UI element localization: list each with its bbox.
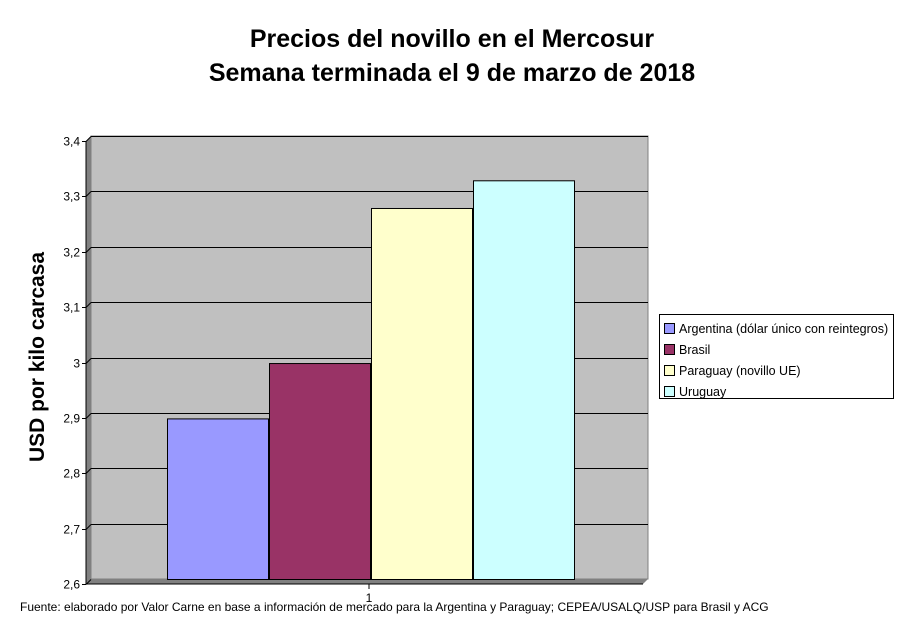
legend-label: Argentina (dólar único con reintegros): [679, 321, 889, 336]
chart-title-line2: Semana terminada el 9 de marzo de 2018: [208, 59, 696, 87]
legend-item: Brasil: [660, 339, 893, 360]
y-tick-label: 3: [73, 357, 80, 371]
bar-uruguay: [473, 180, 575, 581]
y-tick-label: 3,2: [63, 246, 80, 260]
y-tick-label: 3,4: [63, 135, 80, 149]
plot-floor: [86, 579, 648, 584]
bar-paraguay: [371, 207, 473, 581]
source-note: Fuente: elaborado por Valor Carne en bas…: [20, 600, 769, 614]
legend: Argentina (dólar único con reintegros) Br…: [659, 314, 894, 399]
y-tick-label: 2,8: [63, 467, 80, 481]
gridline-depth: [85, 247, 92, 253]
gridline-depth: [85, 358, 92, 364]
y-tick-label: 2,7: [63, 523, 80, 537]
gridline-depth: [85, 302, 92, 308]
gridline-depth: [85, 413, 92, 419]
legend-swatch: [664, 386, 675, 397]
chart-title: Precios del novillo en el Mercosur Seman…: [0, 22, 904, 90]
y-tick-label: 3,3: [63, 190, 80, 204]
gridline-depth: [85, 468, 92, 474]
legend-label: Brasil: [679, 342, 711, 357]
plot-side-wall: [86, 136, 91, 584]
legend-item: Paraguay (novillo UE): [660, 360, 893, 381]
x-tick-label: 1: [366, 591, 373, 605]
gridline-depth: [85, 191, 92, 197]
legend-swatch: [664, 365, 675, 376]
legend-label: Paraguay (novillo UE): [679, 363, 801, 378]
y-tick-label: 2,9: [63, 412, 80, 426]
legend-swatch: [664, 323, 675, 334]
y-tick-label: 2,6: [63, 578, 80, 592]
y-tick-label: 3,1: [63, 301, 80, 315]
gridline-depth: [85, 524, 92, 530]
legend-item: Uruguay: [660, 381, 893, 402]
legend-label: Uruguay: [679, 384, 727, 399]
chart-title-line1: Precios del novillo en el Mercosur: [249, 25, 655, 53]
legend-swatch: [664, 344, 675, 355]
bar-brasil: [269, 363, 371, 580]
bar-argentina: [167, 418, 269, 580]
gridline-depth: [85, 136, 92, 142]
legend-item: Argentina (dólar único con reintegros): [660, 318, 893, 339]
